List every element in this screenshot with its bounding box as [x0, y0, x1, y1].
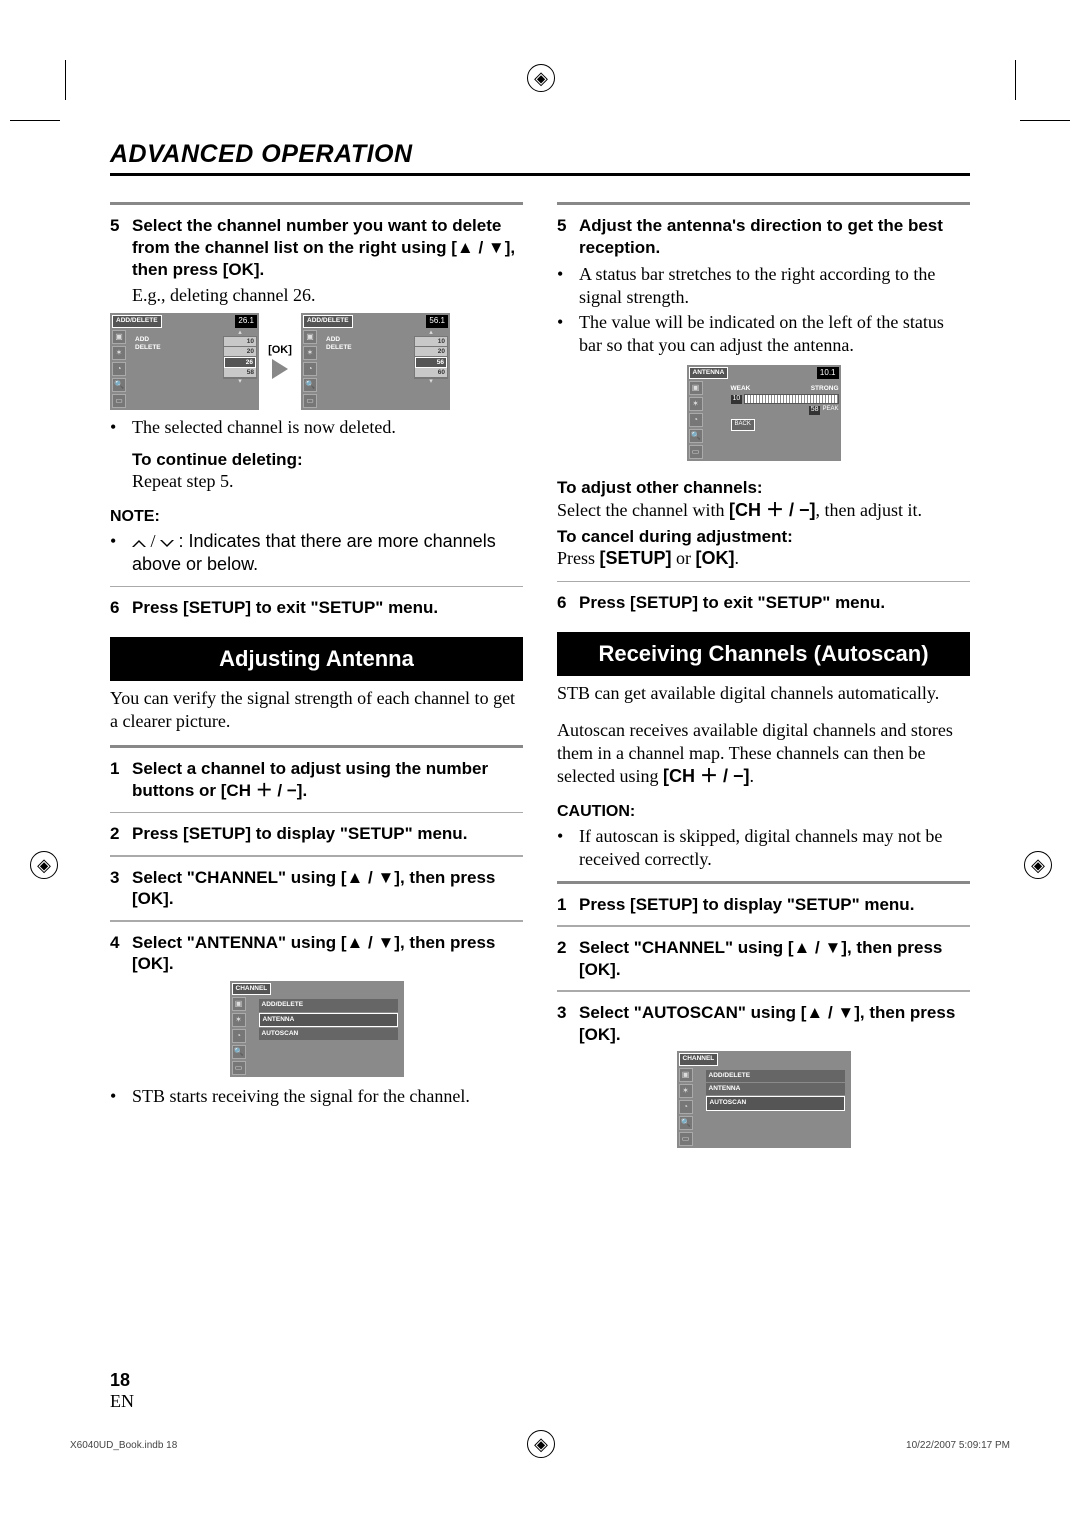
divider [557, 990, 970, 992]
up-triangle-icon [132, 540, 146, 547]
adj-step-1: 1Select a channel to adjust using the nu… [110, 758, 523, 802]
adj-step-4: 4Select "ANTENNA" using [▲ / ▼], then pr… [110, 932, 523, 976]
continue-body: Repeat step 5. [132, 470, 523, 493]
auto-step-3: 3Select "AUTOSCAN" using [▲ / ▼], then p… [557, 1002, 970, 1046]
reg-mark-right [1024, 851, 1052, 879]
adj-step-3: 3Select "CHANNEL" using [▲ / ▼], then pr… [110, 867, 523, 911]
auto-step-2: 2Select "CHANNEL" using [▲ / ▼], then pr… [557, 937, 970, 981]
adj-step-2: 2Press [SETUP] to display "SETUP" menu. [110, 823, 523, 845]
divider [110, 202, 523, 205]
adjust-other-heading: To adjust other channels: [557, 477, 970, 499]
reg-mark-top [527, 64, 555, 92]
stb-receiving-note: • STB starts receiving the signal for th… [110, 1085, 523, 1108]
ok-arrow: [OK] [265, 343, 295, 379]
screenshot-antenna-signal: ANTENNA10.1 ▣✶◔🔍▭ WEAKSTRONG 10 58PEAK B… [687, 365, 841, 461]
step-5-left: 5 Select the channel number you want to … [110, 215, 523, 280]
autoscan-para2: Autoscan receives available digital chan… [557, 719, 970, 788]
reg-mark-left [30, 851, 58, 879]
divider [557, 581, 970, 583]
autoscan-heading: Receiving Channels (Autoscan) [557, 632, 970, 676]
status-bar-note-2: •The value will be indicated on the left… [557, 311, 970, 357]
divider [110, 812, 523, 814]
example-text: E.g., deleting channel 26. [132, 284, 523, 307]
section-title: ADVANCED OPERATION [110, 140, 970, 176]
autoscan-intro: STB can get available digital channels a… [557, 682, 970, 705]
divider [557, 202, 970, 205]
divider [110, 586, 523, 588]
deleted-note: • The selected channel is now deleted. [110, 416, 523, 439]
step-6-right: 6 Press [SETUP] to exit "SETUP" menu. [557, 592, 970, 614]
adjusting-antenna-intro: You can verify the signal strength of ea… [110, 687, 523, 733]
adjusting-antenna-heading: Adjusting Antenna [110, 637, 523, 681]
note-heading: NOTE: [110, 507, 523, 527]
print-footer: X6040UD_Book.indb 18 10/22/2007 5:09:17 … [70, 1440, 1010, 1451]
note-body: • / : Indicates that there are more chan… [110, 530, 523, 576]
step-5-right: 5 Adjust the antenna's direction to get … [557, 215, 970, 259]
screenshot-add-delete-after: ADD/DELETE56.1 ▣✶◔🔍▭ ADDDELETE ▴ 10 20 5… [301, 313, 450, 409]
caution-heading: CAUTION: [557, 802, 970, 822]
cancel-heading: To cancel during adjustment: [557, 526, 970, 548]
caution-body: • If autoscan is skipped, digital channe… [557, 825, 970, 871]
step-6-left: 6 Press [SETUP] to exit "SETUP" menu. [110, 597, 523, 619]
auto-step-1: 1Press [SETUP] to display "SETUP" menu. [557, 894, 970, 916]
crop-mark [1020, 120, 1070, 121]
adjust-other-body: Select the channel with [CH ＋ / −], then… [557, 499, 970, 522]
status-bar-note-1: •A status bar stretches to the right acc… [557, 263, 970, 309]
crop-mark [1015, 60, 1016, 100]
screenshot-channel-menu-autoscan: CHANNEL ▣✶◔🔍▭ ADD/DELETE ANTENNA AUTOSCA… [677, 1051, 851, 1147]
divider [110, 920, 523, 922]
screenshot-channel-menu-antenna: CHANNEL ▣✶◔🔍▭ ADD/DELETE ANTENNA AUTOSCA… [230, 981, 404, 1077]
crop-mark [10, 120, 60, 121]
cancel-body: Press [SETUP] or [OK]. [557, 547, 970, 570]
screenshot-add-delete-before: ADD/DELETE26.1 ▣✶◔🔍▭ ADDDELETE ▴ 10 20 2… [110, 313, 259, 409]
crop-mark [65, 60, 66, 100]
page-footer: 18 EN [110, 1370, 134, 1412]
continue-heading: To continue deleting: [132, 449, 523, 471]
divider [557, 925, 970, 927]
down-triangle-icon [160, 540, 174, 547]
divider [110, 855, 523, 857]
divider [110, 745, 523, 748]
add-delete-screenshots: ADD/DELETE26.1 ▣✶◔🔍▭ ADDDELETE ▴ 10 20 2… [110, 313, 523, 409]
divider [557, 881, 970, 884]
